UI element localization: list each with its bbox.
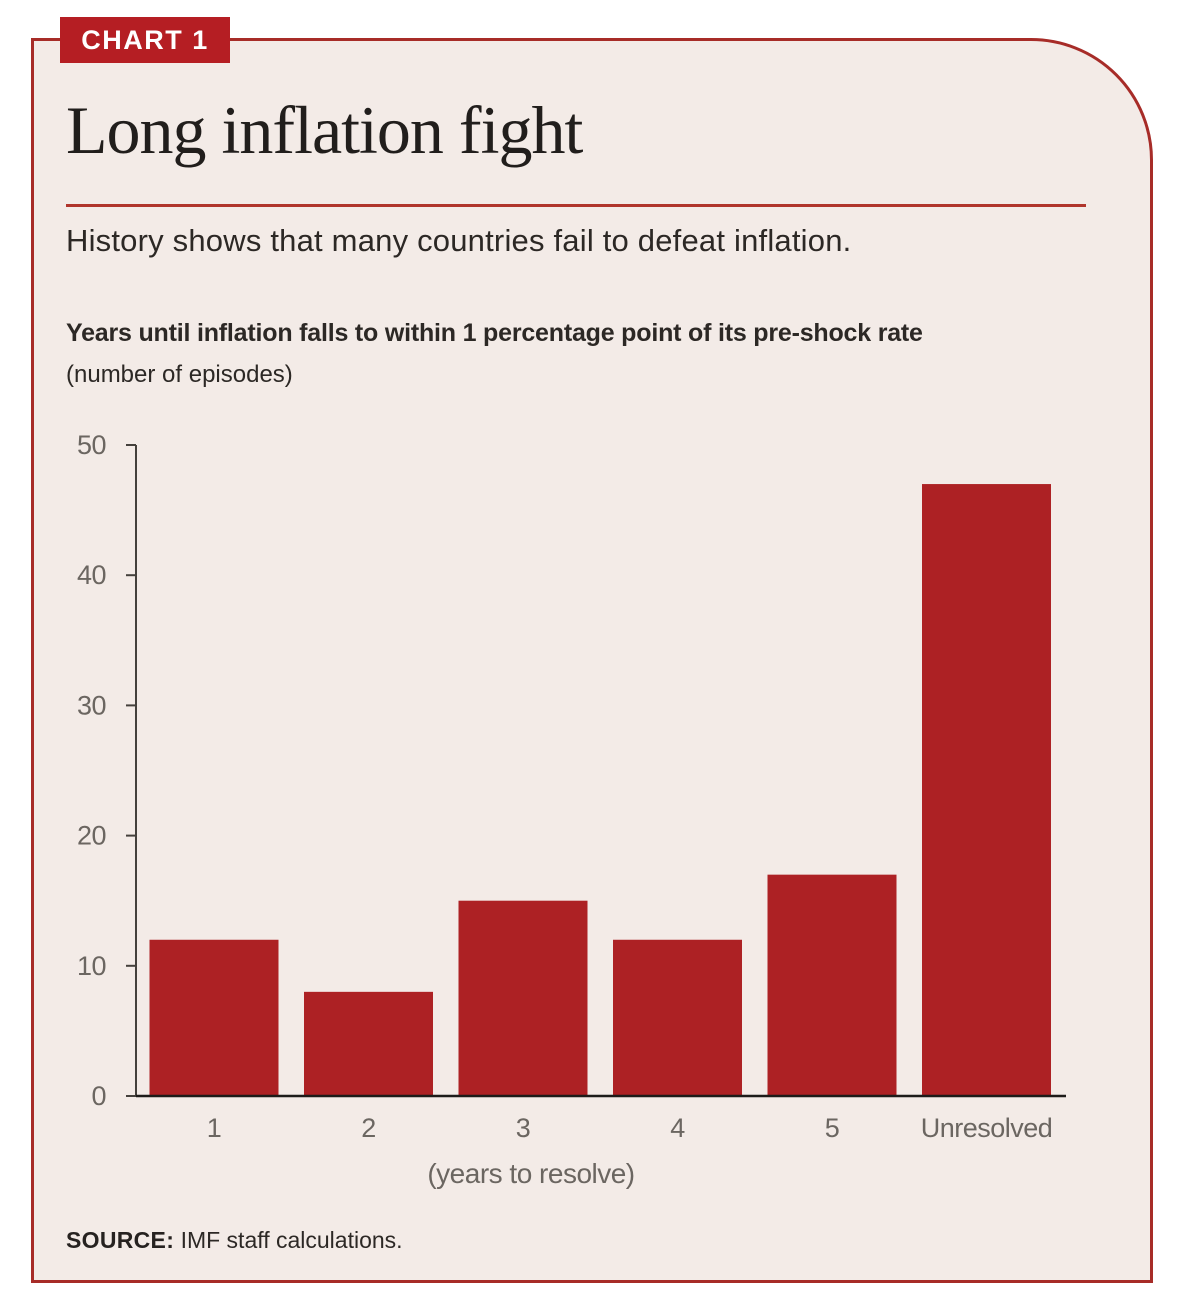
- y-tick-label: 30: [77, 690, 106, 720]
- y-tick-label: 0: [91, 1081, 106, 1111]
- bar-Unresolved: [922, 484, 1051, 1096]
- source-label: SOURCE:: [66, 1227, 175, 1253]
- chart-subtitle: History shows that many countries fail t…: [66, 223, 852, 258]
- x-axis-title: (years to resolve): [427, 1158, 634, 1189]
- bar-chart: 0 10 20 30 40 50 1 2 3 4 5 Unresolved (years to res…: [77, 430, 1066, 1189]
- bar-3: [458, 900, 588, 1096]
- y-tick-label: 40: [77, 560, 106, 590]
- source-line: SOURCE: IMF staff calculations.: [66, 1227, 403, 1254]
- chart-card: Long inflation fight History shows that …: [31, 38, 1153, 1283]
- bar-5: [767, 874, 897, 1096]
- bar-4: [613, 939, 742, 1096]
- x-tick-label: 4: [670, 1113, 685, 1143]
- page-title: Long inflation fight: [66, 92, 583, 168]
- x-tick-label: Unresolved: [921, 1113, 1053, 1143]
- source-text: IMF staff calculations.: [180, 1227, 403, 1253]
- x-tick-label: 5: [825, 1113, 840, 1143]
- x-tick-label: 2: [361, 1113, 376, 1143]
- y-tick-label: 20: [77, 821, 106, 851]
- x-tick-label: 3: [516, 1113, 531, 1143]
- title-rule: [66, 204, 1086, 207]
- bar-1: [149, 939, 279, 1096]
- chart-badge-label: CHART 1: [81, 24, 209, 55]
- y-tick-label: 10: [77, 951, 106, 981]
- y-tick-label: 50: [77, 430, 106, 460]
- chart-heading: Years until inflation falls to within 1 …: [66, 319, 923, 347]
- chart-badge: CHART 1: [60, 17, 230, 63]
- chart-plot-area: 0 10 20 30 40 50 1 2 3 4 5 Unresolved: [77, 430, 1066, 1143]
- chart-units-label: (number of episodes): [66, 361, 293, 388]
- x-tick-label: 1: [207, 1113, 222, 1143]
- bar-2: [304, 991, 433, 1096]
